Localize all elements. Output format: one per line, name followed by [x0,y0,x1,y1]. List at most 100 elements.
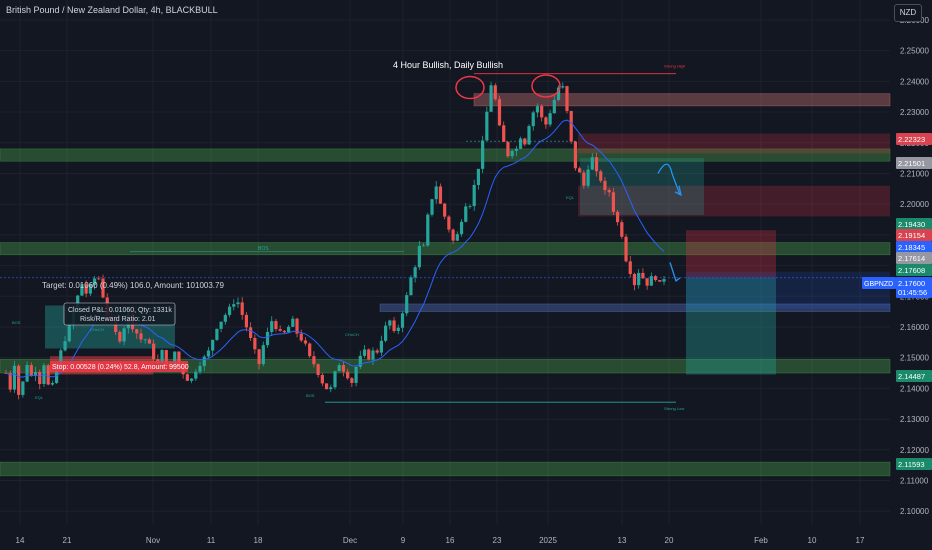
candle-body [287,326,291,333]
candle-body [278,329,282,331]
currency-badge[interactable]: NZD [894,4,922,22]
candle-body [282,330,286,333]
candle-body [261,345,265,365]
candle-body [63,341,67,351]
candle-body [227,306,232,315]
candle-body [8,373,12,390]
price-label: 01:45:56 [898,288,927,297]
candle-body [303,340,308,344]
stop-label-bg [50,361,188,372]
price-label: 2.22323 [898,135,925,144]
candle-body [265,331,270,346]
candle-body [177,351,181,364]
candle-body [12,365,17,390]
candle-body [649,276,653,286]
candle-body [628,261,632,274]
candle-body [443,203,447,217]
price-label-bg [896,264,932,276]
candle-body [316,364,320,375]
structure-label: EQL [566,195,575,200]
projection-arrow [657,163,681,196]
candle-body [518,138,523,149]
time-tick-label: Feb [754,536,768,545]
candle-body [67,325,71,342]
candle-body [607,190,611,193]
candle-body [384,325,388,341]
candle-body [308,343,312,357]
target-label: Target: 0.01060 (0.49%) 106.0, Amount: 1… [42,281,224,290]
candle-body [569,111,573,142]
candle-body [270,321,274,332]
zone-demand-lower [0,358,891,374]
candle-body [531,112,535,127]
price-label: 2.19154 [898,231,925,240]
candle-body [147,339,152,344]
candle-body [59,350,63,367]
candle-body [653,276,658,281]
price-tick-label: 2.15000 [900,354,929,363]
time-tick-label: 14 [16,536,25,545]
candle-body [556,87,561,100]
price-label: 2.18345 [898,243,925,252]
candle-body [430,199,434,215]
candle-body [645,278,649,286]
candle-body [472,184,476,207]
candle-body [616,211,620,223]
candle-body [223,314,227,322]
candle-body [451,229,455,241]
candle-body [236,302,240,305]
candle-body [320,374,324,384]
top-circle [531,74,561,98]
price-tick-label: 2.20000 [900,200,929,209]
time-tick-label: 18 [254,536,263,545]
candle-body [324,383,329,390]
candle-body [400,313,405,328]
candle-body [46,365,50,385]
candle-body [257,349,261,365]
price-tick-label: 2.14000 [900,384,929,393]
candle-body [164,350,168,366]
supply-box [578,133,890,154]
price-label: 2.17600 [898,279,925,288]
candle-body [510,150,514,157]
structure-label: BOS [12,320,21,325]
candle-body [637,272,641,286]
strong-low-label: Strong Low [664,406,684,411]
price-label: 2.11593 [898,460,925,469]
risk-reward-label: Risk/Reward Ratio: 2.01 [80,316,156,323]
candle-body [202,356,206,367]
candle-body [88,284,92,294]
candle-body [455,234,459,241]
candle-body [198,366,202,372]
candle-body [388,320,392,326]
symbol-tag-bg [862,277,896,289]
candle-body [561,86,565,88]
candle-body [468,206,472,207]
candle-body [421,245,426,247]
candle-body [417,245,421,268]
top-circle [455,75,485,100]
time-tick-label: 11 [207,536,216,545]
candle-body [392,320,396,331]
candle-body [552,99,556,114]
price-tick-label: 2.13000 [900,415,929,424]
candle-body [603,180,607,191]
zone-supply-top [473,93,891,107]
candle-body [350,378,354,383]
candle-body [84,284,88,294]
candle-body [358,355,362,367]
time-tick-label: 23 [493,536,502,545]
candle-body [299,333,303,341]
candle-body [548,113,552,125]
structure-label: BOS [306,393,315,398]
candle-body [215,328,219,340]
candle-body [476,168,481,185]
candle-body [232,304,236,307]
chart-title: 4 Hour Bullish, Daily Bullish [393,60,503,70]
structure-label: CHoCH [345,332,359,337]
reward-box [686,277,776,375]
candle-body [21,381,25,395]
candle-body [329,387,333,390]
